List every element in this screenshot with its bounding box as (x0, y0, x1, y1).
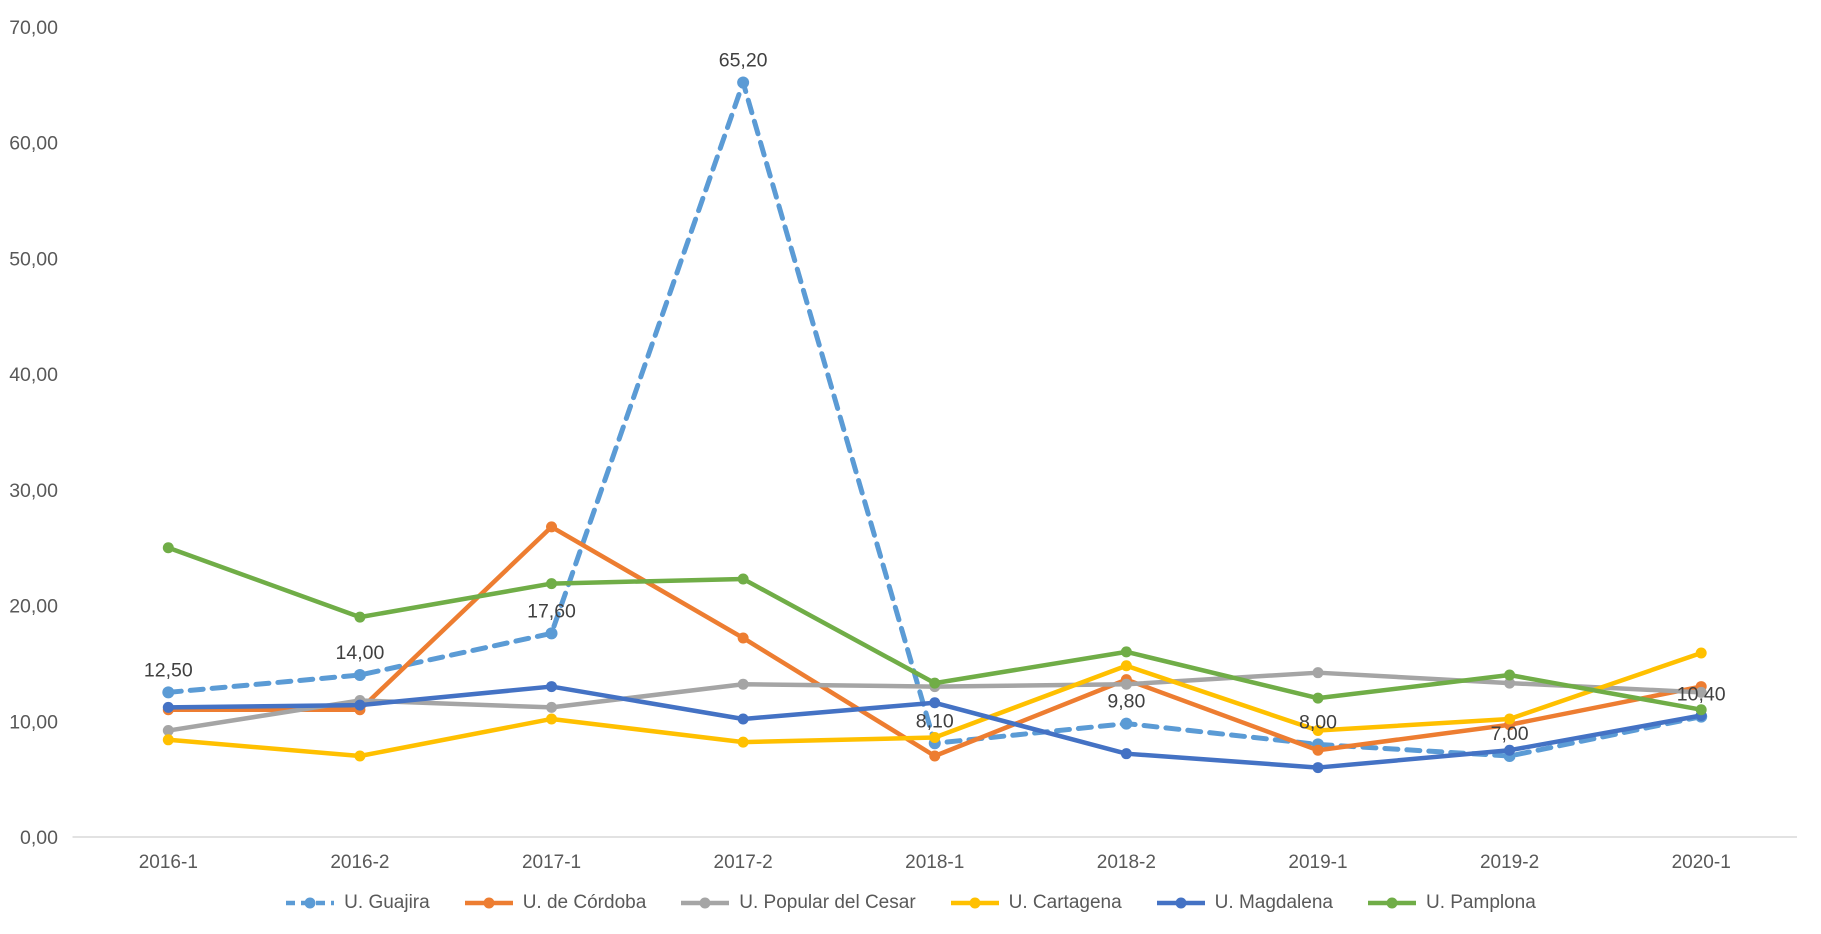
data-label-u-guajira: 7,00 (1491, 723, 1529, 745)
data-point-marker-u-cartagena (546, 713, 558, 725)
legend-swatch-u-popular-del-cesar (681, 897, 730, 909)
data-point-marker-u-magdalena (929, 697, 941, 709)
data-point-marker-u-magdalena (1312, 762, 1324, 774)
legend-marker-icon (969, 897, 981, 909)
data-point-marker-u-popular-del-cesar (1504, 677, 1516, 689)
data-point-marker-u-pamplona (737, 573, 749, 585)
data-label-u-guajira: 17,60 (527, 600, 576, 622)
data-point-marker-u-pamplona (929, 677, 941, 689)
data-label-u-guajira: 10,40 (1677, 684, 1726, 706)
data-point-marker-u-de-c-rdoba (737, 632, 749, 644)
legend-item-u-guajira: U. Guajira (285, 892, 430, 914)
data-label-u-guajira: 8,10 (916, 710, 954, 732)
data-label-u-guajira: 8,00 (1299, 711, 1337, 733)
legend-label: U. Guajira (344, 892, 430, 913)
data-point-marker-u-magdalena (546, 681, 558, 693)
data-point-marker-u-popular-del-cesar (546, 701, 558, 713)
legend-swatch-u-de-c-rdoba (464, 897, 513, 909)
y-axis-tick-label: 0,00 (20, 827, 58, 849)
data-point-marker-u-cartagena (1695, 647, 1707, 659)
legend-marker-icon (1175, 897, 1187, 909)
data-point-marker-u-pamplona (1120, 646, 1132, 658)
legend-marker-icon (699, 897, 711, 909)
data-point-marker-u-cartagena (929, 731, 941, 743)
x-axis-label: 2018-2 (1097, 852, 1156, 873)
legend-label: U. Popular del Cesar (739, 892, 916, 913)
y-axis-tick-label: 50,00 (9, 248, 58, 270)
data-point-marker-u-popular-del-cesar (162, 725, 174, 737)
legend-swatch-u-magdalena (1156, 897, 1205, 909)
data-point-marker-u-guajira (737, 76, 750, 89)
data-point-marker-u-popular-del-cesar (1695, 686, 1707, 698)
series-line-u-guajira (165, 80, 1704, 759)
data-point-marker-u-guajira (1120, 717, 1133, 730)
x-axis-label: 2017-1 (522, 852, 581, 873)
data-label-u-guajira: 9,80 (1107, 691, 1145, 713)
x-axis-label: 2020-1 (1672, 852, 1731, 873)
data-point-marker-u-pamplona (162, 542, 174, 554)
data-point-marker-u-pamplona (1504, 669, 1516, 681)
data-point-marker-u-magdalena (1120, 748, 1132, 760)
data-point-marker-u-cartagena (1504, 713, 1516, 725)
x-axis-label: 2019-2 (1480, 852, 1539, 873)
data-point-marker-u-magdalena (1504, 744, 1516, 756)
legend-label: U. Magdalena (1214, 892, 1333, 913)
data-point-marker-u-magdalena (737, 713, 749, 725)
x-axis-label: 2019-1 (1288, 852, 1347, 873)
chart-legend: U. Guajira U. de Córdoba U. Popular del Ce… (0, 892, 1821, 914)
data-label-u-guajira: 14,00 (336, 642, 385, 664)
data-point-marker-u-de-c-rdoba (546, 521, 558, 533)
data-label-u-guajira: 65,20 (719, 50, 768, 72)
data-point-marker-u-cartagena (162, 734, 174, 746)
y-axis-tick-label: 30,00 (9, 480, 58, 502)
y-axis-tick-label: 20,00 (9, 596, 58, 618)
data-point-marker-u-cartagena (1312, 725, 1324, 737)
y-axis-tick-label: 60,00 (9, 133, 58, 155)
x-axis-label: 2017-2 (714, 852, 773, 873)
data-label-u-guajira: 12,50 (144, 659, 193, 681)
data-point-marker-u-cartagena (1120, 660, 1132, 672)
x-axis-label: 2016-1 (139, 852, 198, 873)
data-point-marker-u-de-c-rdoba (929, 750, 941, 762)
legend-label: U. Pamplona (1425, 892, 1536, 913)
legend-swatch-u-pamplona (1367, 897, 1416, 909)
data-point-marker-u-guajira (162, 686, 175, 699)
data-point-marker-u-popular-del-cesar (1120, 678, 1132, 690)
data-point-marker-u-magdalena (162, 701, 174, 713)
data-point-marker-u-pamplona (1695, 704, 1707, 716)
data-point-marker-u-pamplona (354, 611, 366, 623)
x-axis-label: 2016-2 (330, 852, 389, 873)
x-axis-label: 2018-1 (905, 852, 964, 873)
legend-item-u-popular-del-cesar: U. Popular del Cesar (680, 892, 916, 914)
data-point-marker-u-cartagena (737, 736, 749, 748)
legend-swatch-u-cartagena (950, 897, 999, 909)
legend-marker-icon (304, 897, 316, 909)
data-point-marker-u-magdalena (354, 699, 366, 711)
y-axis-tick-label: 40,00 (9, 364, 58, 386)
legend-marker-icon (1386, 897, 1398, 909)
data-point-marker-u-popular-del-cesar (1312, 667, 1324, 679)
legend-item-u-de-c-rdoba: U. de Córdoba (464, 892, 647, 914)
legend-marker-icon (483, 897, 495, 909)
data-point-marker-u-guajira (353, 669, 366, 681)
legend-item-u-magdalena: U. Magdalena (1156, 892, 1333, 914)
data-point-marker-u-guajira (545, 627, 558, 640)
data-point-marker-u-de-c-rdoba (1312, 744, 1324, 756)
data-point-marker-u-popular-del-cesar (737, 678, 749, 690)
legend-label: U. Cartagena (1008, 892, 1122, 913)
legend-swatch-u-guajira (286, 897, 335, 909)
y-axis-tick-label: 70,00 (9, 17, 58, 39)
legend-item-u-cartagena: U. Cartagena (950, 892, 1122, 914)
legend-item-u-pamplona: U. Pamplona (1367, 892, 1536, 914)
legend-label: U. de Córdoba (522, 892, 647, 913)
data-point-marker-u-pamplona (546, 578, 558, 590)
data-point-marker-u-cartagena (354, 750, 366, 762)
data-point-marker-u-pamplona (1312, 692, 1324, 704)
y-axis-tick-label: 10,00 (9, 711, 58, 733)
